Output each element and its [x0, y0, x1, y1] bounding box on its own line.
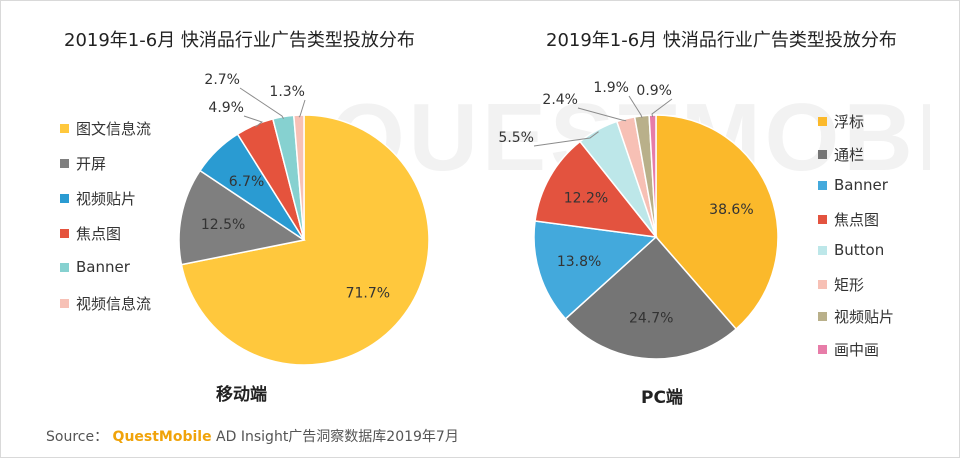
data-label-1-7: 0.9% [636, 83, 672, 99]
legend-swatch [818, 180, 827, 190]
legend-item-0-1: 开屏 [60, 153, 106, 174]
data-label-1-2: 13.8% [557, 254, 601, 270]
legend-swatch [818, 149, 827, 159]
data-label-1-4: 5.5% [498, 130, 534, 146]
chart-title-pc: 2019年1-6月 快消品行业广告类型投放分布 [546, 30, 897, 51]
source-brand: QuestMobile [112, 429, 212, 445]
legend-swatch [818, 344, 827, 354]
leader-line-1-4 [533, 131, 599, 147]
chart-caption-pc: PC端 [641, 388, 683, 408]
legend-label: 视频信息流 [76, 295, 152, 313]
source-prefix: Source： [46, 429, 109, 445]
legend-item-1-7: 画中画 [818, 339, 879, 360]
chart-title-mobile: 2019年1-6月 快消品行业广告类型投放分布 [64, 30, 415, 51]
legend-swatch [60, 124, 69, 133]
legend-item-0-4: Banner [60, 258, 130, 276]
data-label-1-5: 2.4% [542, 92, 578, 108]
legend-swatch [60, 229, 69, 238]
legend-swatch [818, 245, 827, 255]
legend-swatch [60, 194, 69, 203]
source-note: Source： QuestMobile AD Insight广告洞察数据库201… [46, 426, 459, 446]
legend-item-0-5: 视频信息流 [60, 293, 151, 314]
pie-slice-1-3 [534, 140, 658, 238]
data-label-1-1: 24.7% [629, 310, 673, 326]
legend-swatch [60, 159, 69, 168]
data-label-1-3: 12.2% [564, 190, 608, 206]
leader-line-0-5 [298, 99, 306, 118]
legend-swatch [818, 312, 827, 321]
legend-label: Banner [76, 258, 130, 276]
legend-item-1-2: Banner [818, 176, 888, 194]
legend-label: 图文信息流 [76, 120, 152, 138]
pie-slice-0-1 [178, 169, 306, 266]
data-label-0-2: 6.7% [229, 174, 265, 190]
legend-item-1-5: 矩形 [818, 274, 864, 295]
chart-caption-mobile: 移动端 [216, 385, 267, 405]
leader-line-1-5 [577, 107, 627, 122]
legend-item-0-3: 焦点图 [60, 223, 121, 244]
pie-slice-1-0 [655, 114, 779, 331]
legend-label: 通栏 [834, 145, 865, 164]
legend-label: Button [834, 241, 885, 259]
data-label-1-6: 1.9% [593, 80, 629, 96]
data-label-0-3: 4.9% [208, 100, 244, 116]
legend-label: 焦点图 [76, 225, 122, 243]
legend-label: 矩形 [834, 275, 865, 294]
leader-line-1-6 [628, 95, 643, 118]
legend-swatch [818, 117, 827, 126]
data-label-0-4: 2.7% [204, 72, 240, 88]
leader-line-0-3 [243, 115, 264, 128]
data-label-0-1: 12.5% [201, 217, 245, 233]
legend-label: 焦点图 [834, 210, 880, 229]
leader-line-1-7 [651, 98, 673, 118]
legend-item-1-4: Button [818, 241, 884, 259]
legend-item-1-3: 焦点图 [818, 209, 879, 230]
leader-line-0-4 [239, 87, 285, 119]
legend-item-0-2: 视频贴片 [60, 188, 136, 209]
data-label-0-0: 71.7% [346, 285, 390, 301]
legend-label: 浮标 [834, 113, 865, 131]
data-label-1-0: 38.6% [709, 202, 753, 218]
pie-slice-1-2 [533, 220, 658, 320]
data-label-0-5: 1.3% [269, 84, 305, 100]
legend-label: 开屏 [76, 155, 107, 173]
legend-label: Banner [834, 176, 888, 194]
legend-item-1-1: 通栏 [818, 144, 864, 165]
legend-swatch [818, 279, 827, 289]
source-rest: AD Insight广告洞察数据库2019年7月 [211, 429, 459, 445]
legend-swatch [60, 299, 69, 308]
pie-slice-0-5 [292, 114, 305, 241]
legend-swatch [818, 214, 827, 224]
pie-slice-1-1 [564, 235, 738, 360]
legend-label: 视频贴片 [76, 190, 137, 208]
legend-item-1-0: 浮标 [818, 111, 864, 132]
legend-label: 画中画 [834, 340, 880, 359]
legend-label: 视频贴片 [834, 308, 895, 326]
legend-swatch [60, 262, 69, 272]
legend-item-1-6: 视频贴片 [818, 306, 894, 327]
legend-item-0-0: 图文信息流 [60, 118, 151, 139]
